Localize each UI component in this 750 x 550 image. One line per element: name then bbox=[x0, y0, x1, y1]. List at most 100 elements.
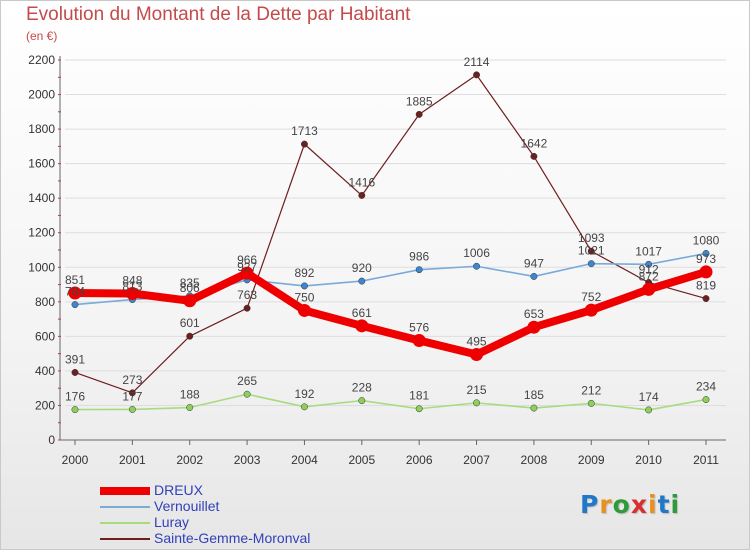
chart-subtitle: (en €) bbox=[26, 29, 58, 43]
data-point-dreux bbox=[125, 287, 139, 301]
x-tick-label: 2007 bbox=[463, 453, 490, 467]
data-point-vernouillet bbox=[71, 301, 79, 309]
data-label: 576 bbox=[409, 321, 429, 335]
data-label: 752 bbox=[581, 290, 601, 304]
data-point-sainte-gemme-moronval bbox=[186, 332, 194, 340]
data-point-luray bbox=[71, 406, 79, 414]
y-tick-label: 1200 bbox=[28, 226, 55, 240]
data-point-vernouillet bbox=[530, 272, 538, 280]
legend-swatch-sainte-gemme-moronval bbox=[100, 538, 150, 540]
data-label: 234 bbox=[696, 380, 716, 394]
x-tick-label: 2005 bbox=[348, 453, 375, 467]
y-tick-label: 1400 bbox=[28, 191, 55, 205]
data-point-luray bbox=[243, 390, 251, 398]
data-label: 947 bbox=[524, 256, 544, 270]
data-point-luray bbox=[702, 396, 710, 404]
data-point-luray bbox=[645, 406, 653, 414]
data-label: 920 bbox=[352, 261, 372, 275]
x-tick-label: 2001 bbox=[119, 453, 146, 467]
logo-letter: r bbox=[599, 490, 613, 519]
data-label: 177 bbox=[122, 389, 142, 403]
legend-swatch-luray bbox=[100, 522, 150, 524]
data-label: 391 bbox=[65, 352, 85, 366]
data-point-vernouillet bbox=[358, 277, 366, 285]
data-label: 661 bbox=[352, 306, 372, 320]
data-point-sainte-gemme-moronval bbox=[71, 369, 79, 376]
x-tick-label: 2000 bbox=[62, 453, 89, 467]
y-tick-label: 200 bbox=[35, 398, 55, 412]
data-point-vernouillet bbox=[645, 260, 653, 268]
data-point-luray bbox=[186, 404, 194, 411]
data-point-sainte-gemme-moronval bbox=[530, 152, 538, 160]
logo-letter: i bbox=[648, 490, 658, 519]
data-point-vernouillet bbox=[587, 260, 595, 268]
data-label: 2114 bbox=[464, 55, 490, 69]
data-label: 273 bbox=[122, 373, 142, 387]
data-label: 912 bbox=[639, 262, 659, 276]
chart-title: Evolution du Montant de la Dette par Hab… bbox=[26, 4, 411, 25]
data-point-sainte-gemme-moronval bbox=[128, 389, 136, 397]
data-label: 750 bbox=[294, 290, 314, 304]
data-point-sainte-gemme-moronval bbox=[243, 304, 251, 312]
data-label: 176 bbox=[65, 390, 85, 404]
series-line-sainte-gemme-moronval bbox=[74, 74, 707, 394]
logo-letter: i bbox=[670, 490, 681, 519]
legend-label-vernouillet: Vernouillet bbox=[154, 498, 220, 514]
legend-label-luray: Luray bbox=[154, 514, 190, 530]
data-label: 819 bbox=[696, 279, 716, 293]
data-point-dreux bbox=[297, 303, 311, 317]
data-point-dreux bbox=[642, 282, 656, 296]
proxiti-logo: Proxiti bbox=[580, 490, 680, 519]
legend-label-dreux: DREUX bbox=[154, 482, 204, 498]
x-tick-label: 2008 bbox=[521, 453, 548, 467]
data-label: 848 bbox=[122, 274, 142, 288]
logo-letter: o bbox=[612, 490, 631, 519]
data-point-sainte-gemme-moronval bbox=[587, 247, 595, 255]
x-tick-label: 2002 bbox=[176, 453, 203, 467]
data-point-sainte-gemme-moronval bbox=[473, 71, 480, 79]
x-tick-label: 2010 bbox=[635, 453, 662, 467]
y-tick-label: 2200 bbox=[28, 53, 55, 67]
data-label: 653 bbox=[524, 307, 544, 321]
y-tick-label: 1600 bbox=[28, 157, 55, 171]
x-tick-label: 2004 bbox=[291, 453, 318, 467]
data-point-luray bbox=[530, 404, 538, 412]
data-label: 986 bbox=[409, 250, 429, 264]
data-point-dreux bbox=[584, 303, 598, 317]
data-point-sainte-gemme-moronval bbox=[358, 191, 366, 199]
y-tick-label: 2000 bbox=[28, 88, 55, 102]
data-label: 973 bbox=[696, 252, 716, 266]
data-label: 192 bbox=[294, 387, 314, 401]
legend-label-sainte-gemme-moronval: Sainte-Gemme-Moronval bbox=[154, 530, 311, 546]
y-tick-label: 600 bbox=[35, 329, 55, 343]
data-label: 188 bbox=[180, 388, 200, 402]
data-label: 185 bbox=[524, 388, 544, 402]
data-label: 181 bbox=[409, 389, 429, 403]
data-point-luray bbox=[358, 397, 366, 405]
data-point-luray bbox=[128, 405, 136, 413]
data-label: 215 bbox=[467, 383, 487, 397]
data-point-dreux bbox=[527, 320, 541, 334]
legend-swatch-dreux bbox=[100, 487, 150, 495]
data-label: 784 bbox=[65, 285, 85, 299]
data-point-dreux bbox=[355, 319, 369, 333]
x-tick-label: 2003 bbox=[234, 453, 261, 467]
y-tick-label: 1800 bbox=[28, 122, 55, 136]
data-label: 872 bbox=[639, 269, 659, 283]
data-point-vernouillet bbox=[473, 262, 480, 270]
legend-swatch-vernouillet bbox=[100, 506, 150, 508]
series-line-dreux bbox=[71, 267, 710, 359]
data-point-sainte-gemme-moronval bbox=[415, 110, 423, 118]
data-label: 1017 bbox=[635, 244, 662, 258]
data-label: 174 bbox=[639, 390, 659, 404]
data-point-dreux bbox=[68, 286, 82, 300]
data-label: 601 bbox=[180, 316, 200, 330]
data-label: 1713 bbox=[291, 124, 318, 138]
data-label: 892 bbox=[294, 266, 314, 280]
x-tick-label: 2009 bbox=[578, 453, 605, 467]
data-label: 1642 bbox=[521, 136, 548, 150]
series-line-luray bbox=[74, 393, 707, 411]
data-point-vernouillet bbox=[301, 282, 308, 290]
data-point-dreux bbox=[240, 266, 254, 280]
